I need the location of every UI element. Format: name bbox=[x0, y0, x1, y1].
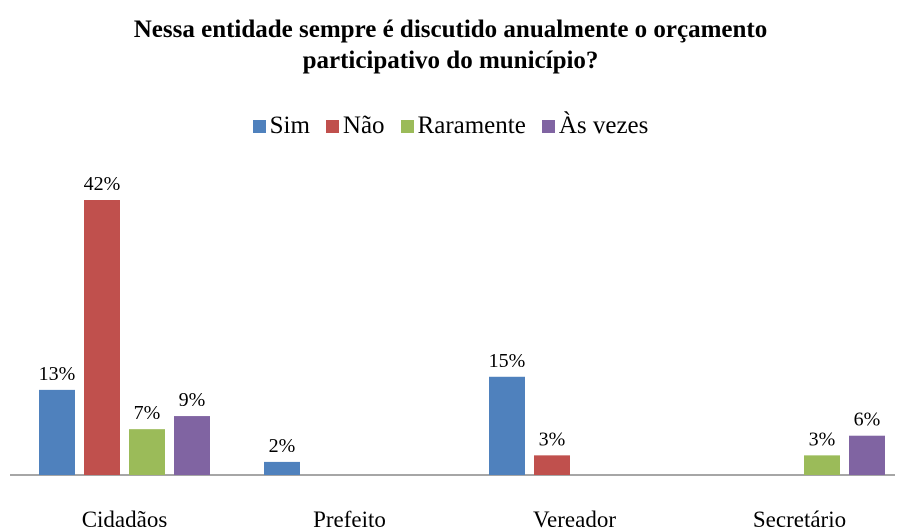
legend: Sim Não Raramente Às vezes bbox=[0, 112, 901, 140]
title-box: Nessa entidade sempre é discutido anualm… bbox=[0, 14, 901, 76]
data-label: 6% bbox=[854, 409, 881, 431]
bar bbox=[129, 429, 165, 475]
bar bbox=[84, 200, 120, 475]
x-tick-label: Cidadãos bbox=[82, 507, 168, 532]
data-label: 2% bbox=[269, 435, 296, 457]
data-label: 15% bbox=[489, 350, 526, 372]
legend-item: Raramente bbox=[400, 112, 526, 140]
legend-swatch bbox=[325, 119, 339, 133]
data-label: 42% bbox=[84, 173, 121, 195]
legend-item: Sim bbox=[252, 112, 310, 140]
legend-label: Não bbox=[342, 112, 385, 139]
data-label: 3% bbox=[539, 428, 566, 450]
chart-title: Nessa entidade sempre é discutido anualm… bbox=[133, 16, 768, 74]
legend-swatch bbox=[252, 119, 266, 133]
legend-swatch bbox=[541, 119, 555, 133]
legend-label: Raramente bbox=[417, 112, 526, 139]
data-label: 9% bbox=[179, 389, 206, 411]
bar bbox=[804, 455, 840, 475]
data-label: 7% bbox=[134, 402, 161, 424]
bar bbox=[849, 435, 885, 475]
bar bbox=[39, 389, 75, 475]
legend-label: Às vezes bbox=[558, 112, 649, 139]
x-tick-label: Prefeito bbox=[313, 507, 386, 532]
bar bbox=[534, 455, 570, 475]
legend-item: Às vezes bbox=[541, 112, 649, 140]
data-label: 3% bbox=[809, 428, 836, 450]
legend-item: Não bbox=[325, 112, 385, 140]
x-tick-label: Vereador bbox=[533, 507, 616, 532]
x-tick-label: Secretário bbox=[753, 507, 846, 532]
data-label: 13% bbox=[39, 363, 76, 385]
legend-label: Sim bbox=[269, 112, 310, 139]
bar bbox=[264, 461, 300, 475]
bar bbox=[174, 416, 210, 475]
legend-swatch bbox=[400, 119, 414, 133]
bar bbox=[489, 376, 525, 475]
